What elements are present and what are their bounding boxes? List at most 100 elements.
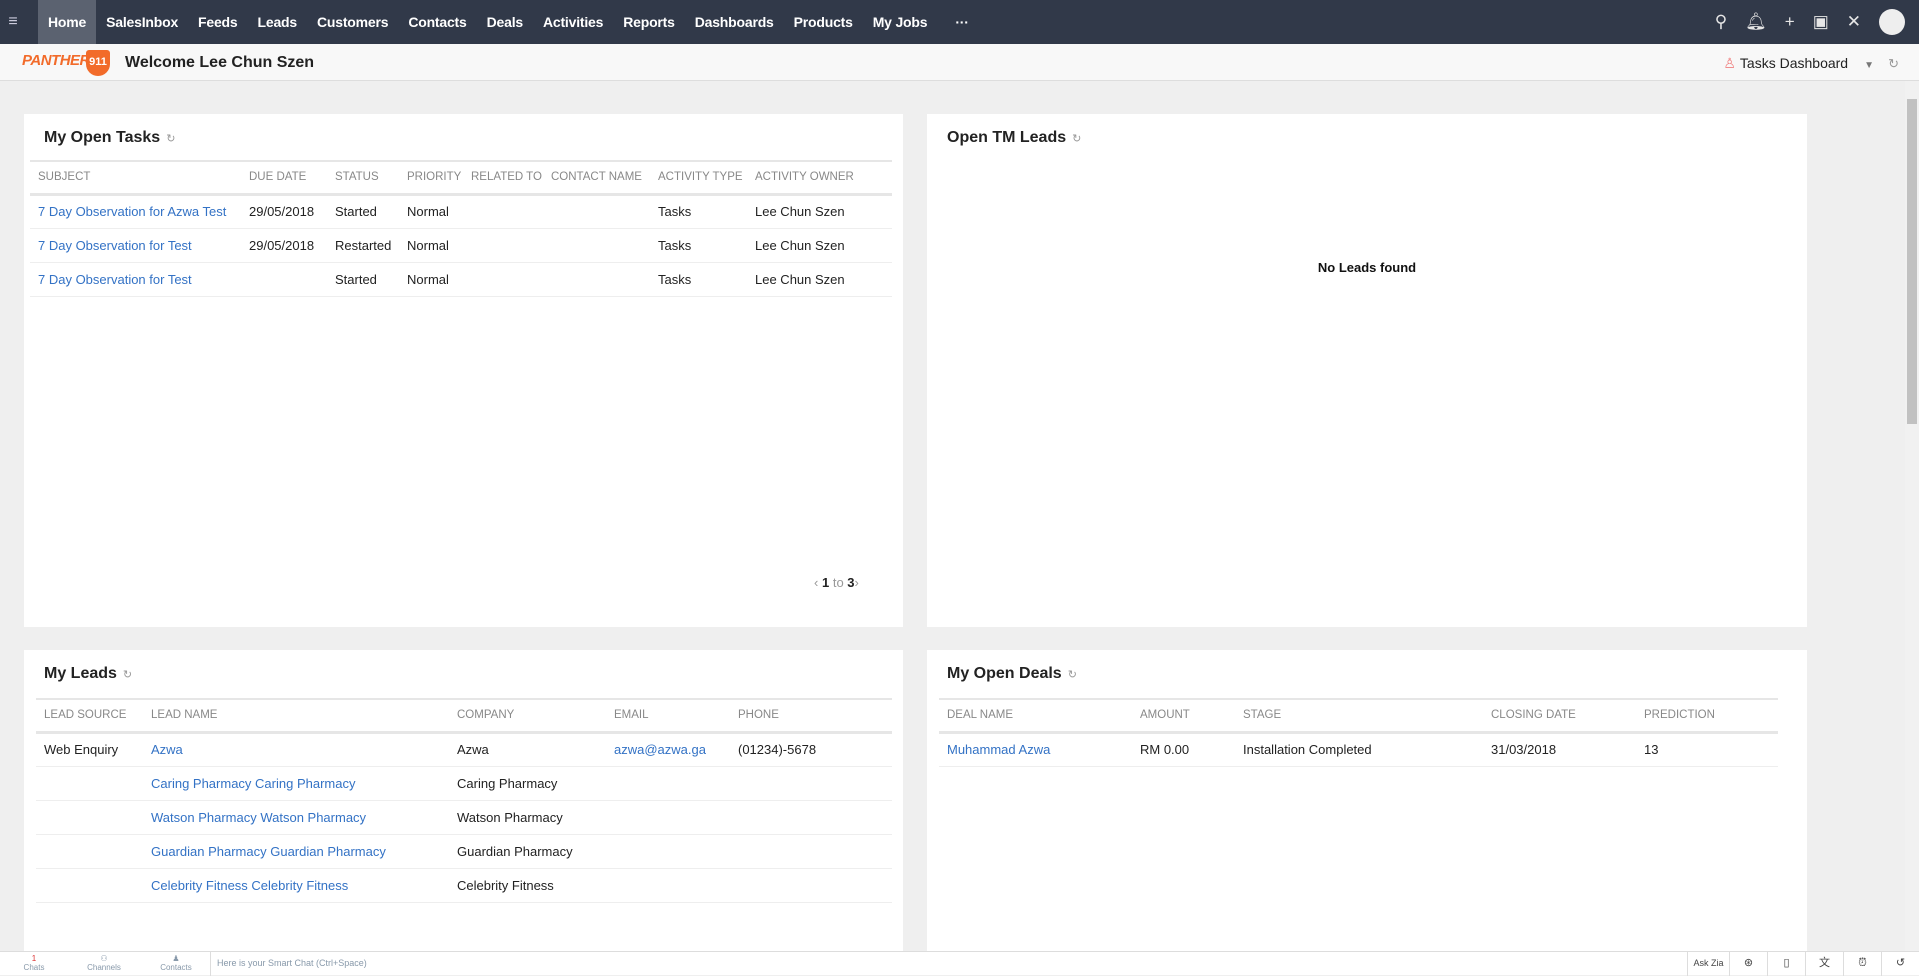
welcome-text: Welcome Lee Chun Szen <box>125 54 315 71</box>
calendar-icon[interactable]: ▣ <box>1812 12 1829 31</box>
table-cell: 29/05/2018 <box>249 228 335 263</box>
column-header[interactable]: STAGE <box>1243 698 1491 734</box>
column-header[interactable]: LEAD NAME <box>151 698 457 734</box>
table-cell: Restarted <box>335 228 407 263</box>
column-header[interactable]: AMOUNT <box>1140 698 1243 734</box>
leads-table: LEAD SOURCE LEAD NAME COMPANY EMAIL PHONE Web… <box>36 698 892 903</box>
history-icon[interactable]: ↺ <box>1881 952 1919 976</box>
record-link[interactable]: Caring Pharmacy Caring Pharmacy <box>151 766 457 801</box>
prev-icon[interactable]: ‹ <box>814 575 819 590</box>
refresh-icon[interactable]: ↻ <box>122 669 133 681</box>
record-link[interactable]: 7 Day Observation for Test <box>30 228 249 263</box>
panel-title: Open TM Leads <box>947 129 1067 146</box>
search-icon[interactable]: ⚲ <box>1714 12 1728 31</box>
table-cell <box>738 868 892 903</box>
record-link[interactable]: Azwa <box>151 732 457 767</box>
nav-reports[interactable]: Reports <box>623 14 675 30</box>
page-to: 3 <box>847 575 855 590</box>
page-from: 1 <box>821 575 830 590</box>
table-cell: Started <box>335 262 407 297</box>
nav-feeds[interactable]: Feeds <box>198 14 238 30</box>
table-cell <box>471 194 551 229</box>
record-link[interactable]: Muhammad Azwa <box>939 732 1140 767</box>
record-link[interactable]: Watson Pharmacy Watson Pharmacy <box>151 800 457 835</box>
plus-icon[interactable]: + <box>1784 12 1795 31</box>
column-header[interactable]: CLOSING DATE <box>1491 698 1644 734</box>
sub-header: PANTHER 911 Welcome Lee Chun Szen ♙ Tasks … <box>0 44 1919 81</box>
panel-title: My Open Deals <box>947 665 1062 682</box>
table-cell: RM 0.00 <box>1140 732 1243 767</box>
record-link[interactable]: Celebrity Fitness Celebrity Fitness <box>151 868 457 903</box>
table-cell: 29/05/2018 <box>249 194 335 229</box>
refresh-icon[interactable]: ↻ <box>1888 56 1899 71</box>
nav-customers[interactable]: Customers <box>316 14 389 30</box>
table-row: Caring Pharmacy Caring Pharmacy Caring Ph… <box>36 766 892 801</box>
gamepad-icon[interactable]: ⊛ <box>1729 952 1767 976</box>
column-header[interactable]: PREDICTION <box>1644 698 1778 734</box>
menu-icon[interactable]: ≡ <box>8 13 18 30</box>
table-cell: Normal <box>407 194 471 229</box>
bell-icon[interactable]: 🔔︎ <box>1745 12 1767 31</box>
nav-products[interactable]: Products <box>793 14 853 30</box>
column-header[interactable]: DUE DATE <box>249 160 335 196</box>
nav-home[interactable]: Home <box>38 0 97 44</box>
nav-more[interactable]: ··· <box>955 14 969 30</box>
nav-dashboards[interactable]: Dashboards <box>694 14 774 30</box>
header-row: LEAD SOURCE LEAD NAME COMPANY EMAIL PHONE <box>36 698 892 734</box>
table-cell: Normal <box>407 228 471 263</box>
dashboard-selector[interactable]: ♙ Tasks Dashboard ▼ <box>1723 55 1874 72</box>
refresh-icon[interactable]: ↻ <box>1067 669 1077 681</box>
top-nav: ≡ Home SalesInbox Feeds Leads Customers Conta… <box>0 0 1919 44</box>
nav-salesinbox[interactable]: SalesInbox <box>106 14 179 30</box>
table-cell <box>249 262 335 297</box>
contacts-button[interactable]: ♟ Contacts <box>160 954 192 972</box>
channels-label: Channels <box>87 963 121 972</box>
column-header[interactable]: ACTIVITY OWNER <box>755 160 892 196</box>
record-link[interactable]: Guardian Pharmacy Guardian Pharmacy <box>151 834 457 869</box>
refresh-icon[interactable]: ↻ <box>166 133 176 145</box>
nav-contacts[interactable]: Contacts <box>408 14 467 30</box>
channels-button[interactable]: ⚇ Channels <box>87 954 121 972</box>
translate-icon[interactable]: 文 <box>1805 952 1843 976</box>
column-header[interactable]: PRIORITY <box>407 160 471 196</box>
note-icon[interactable]: ▯ <box>1767 952 1805 976</box>
table-cell <box>36 766 151 801</box>
table-cell: Started <box>335 194 407 229</box>
tools-icon[interactable]: ✕ <box>1846 12 1861 31</box>
column-header[interactable]: ACTIVITY TYPE <box>658 160 755 196</box>
nav-activities[interactable]: Activities <box>542 14 604 30</box>
chat-badge: 1 <box>31 954 37 963</box>
table-cell <box>36 834 151 869</box>
table-cell: Caring Pharmacy <box>457 766 614 801</box>
next-icon[interactable]: › <box>854 575 859 590</box>
contacts-label: Contacts <box>160 963 192 972</box>
scrollbar-thumb[interactable] <box>1907 99 1917 424</box>
nav-my-jobs[interactable]: My Jobs <box>872 14 928 30</box>
chats-button[interactable]: 1 Chats <box>14 954 54 972</box>
scrollbar[interactable] <box>1905 81 1919 951</box>
column-header[interactable]: STATUS <box>335 160 407 196</box>
table-cell: Tasks <box>658 228 755 263</box>
alarm-icon[interactable]: ⏰︎ <box>1843 952 1881 976</box>
my-open-tasks-panel: My Open Tasks ↻ SUBJECT DUE DATE STATUS PRIO… <box>24 114 903 627</box>
nav-leads[interactable]: Leads <box>257 14 298 30</box>
column-header[interactable]: RELATED TO <box>471 160 551 196</box>
avatar[interactable] <box>1879 9 1905 35</box>
dashboard-name: Tasks Dashboard <box>1739 55 1849 71</box>
record-link[interactable]: 7 Day Observation for Test <box>30 262 249 297</box>
column-header[interactable]: CONTACT NAME <box>551 160 658 196</box>
column-header[interactable]: COMPANY <box>457 698 614 734</box>
record-link[interactable]: 7 Day Observation for Azwa Test <box>30 194 249 229</box>
column-header[interactable]: EMAIL <box>614 698 738 734</box>
ask-zia-button[interactable]: Ask Zia <box>1687 952 1729 976</box>
column-header[interactable]: LEAD SOURCE <box>36 698 151 734</box>
column-header[interactable]: PHONE <box>738 698 892 734</box>
nav-deals[interactable]: Deals <box>486 14 524 30</box>
column-header[interactable]: DEAL NAME <box>939 698 1140 734</box>
refresh-icon[interactable]: ↻ <box>1072 133 1082 145</box>
column-header[interactable]: SUBJECT <box>30 160 249 196</box>
chats-label: Chats <box>23 963 45 972</box>
table-cell: Web Enquiry <box>36 732 151 767</box>
record-link[interactable]: azwa@azwa.ga <box>614 732 738 767</box>
smart-chat-input[interactable]: Here is your Smart Chat (Ctrl+Space) <box>210 952 367 976</box>
